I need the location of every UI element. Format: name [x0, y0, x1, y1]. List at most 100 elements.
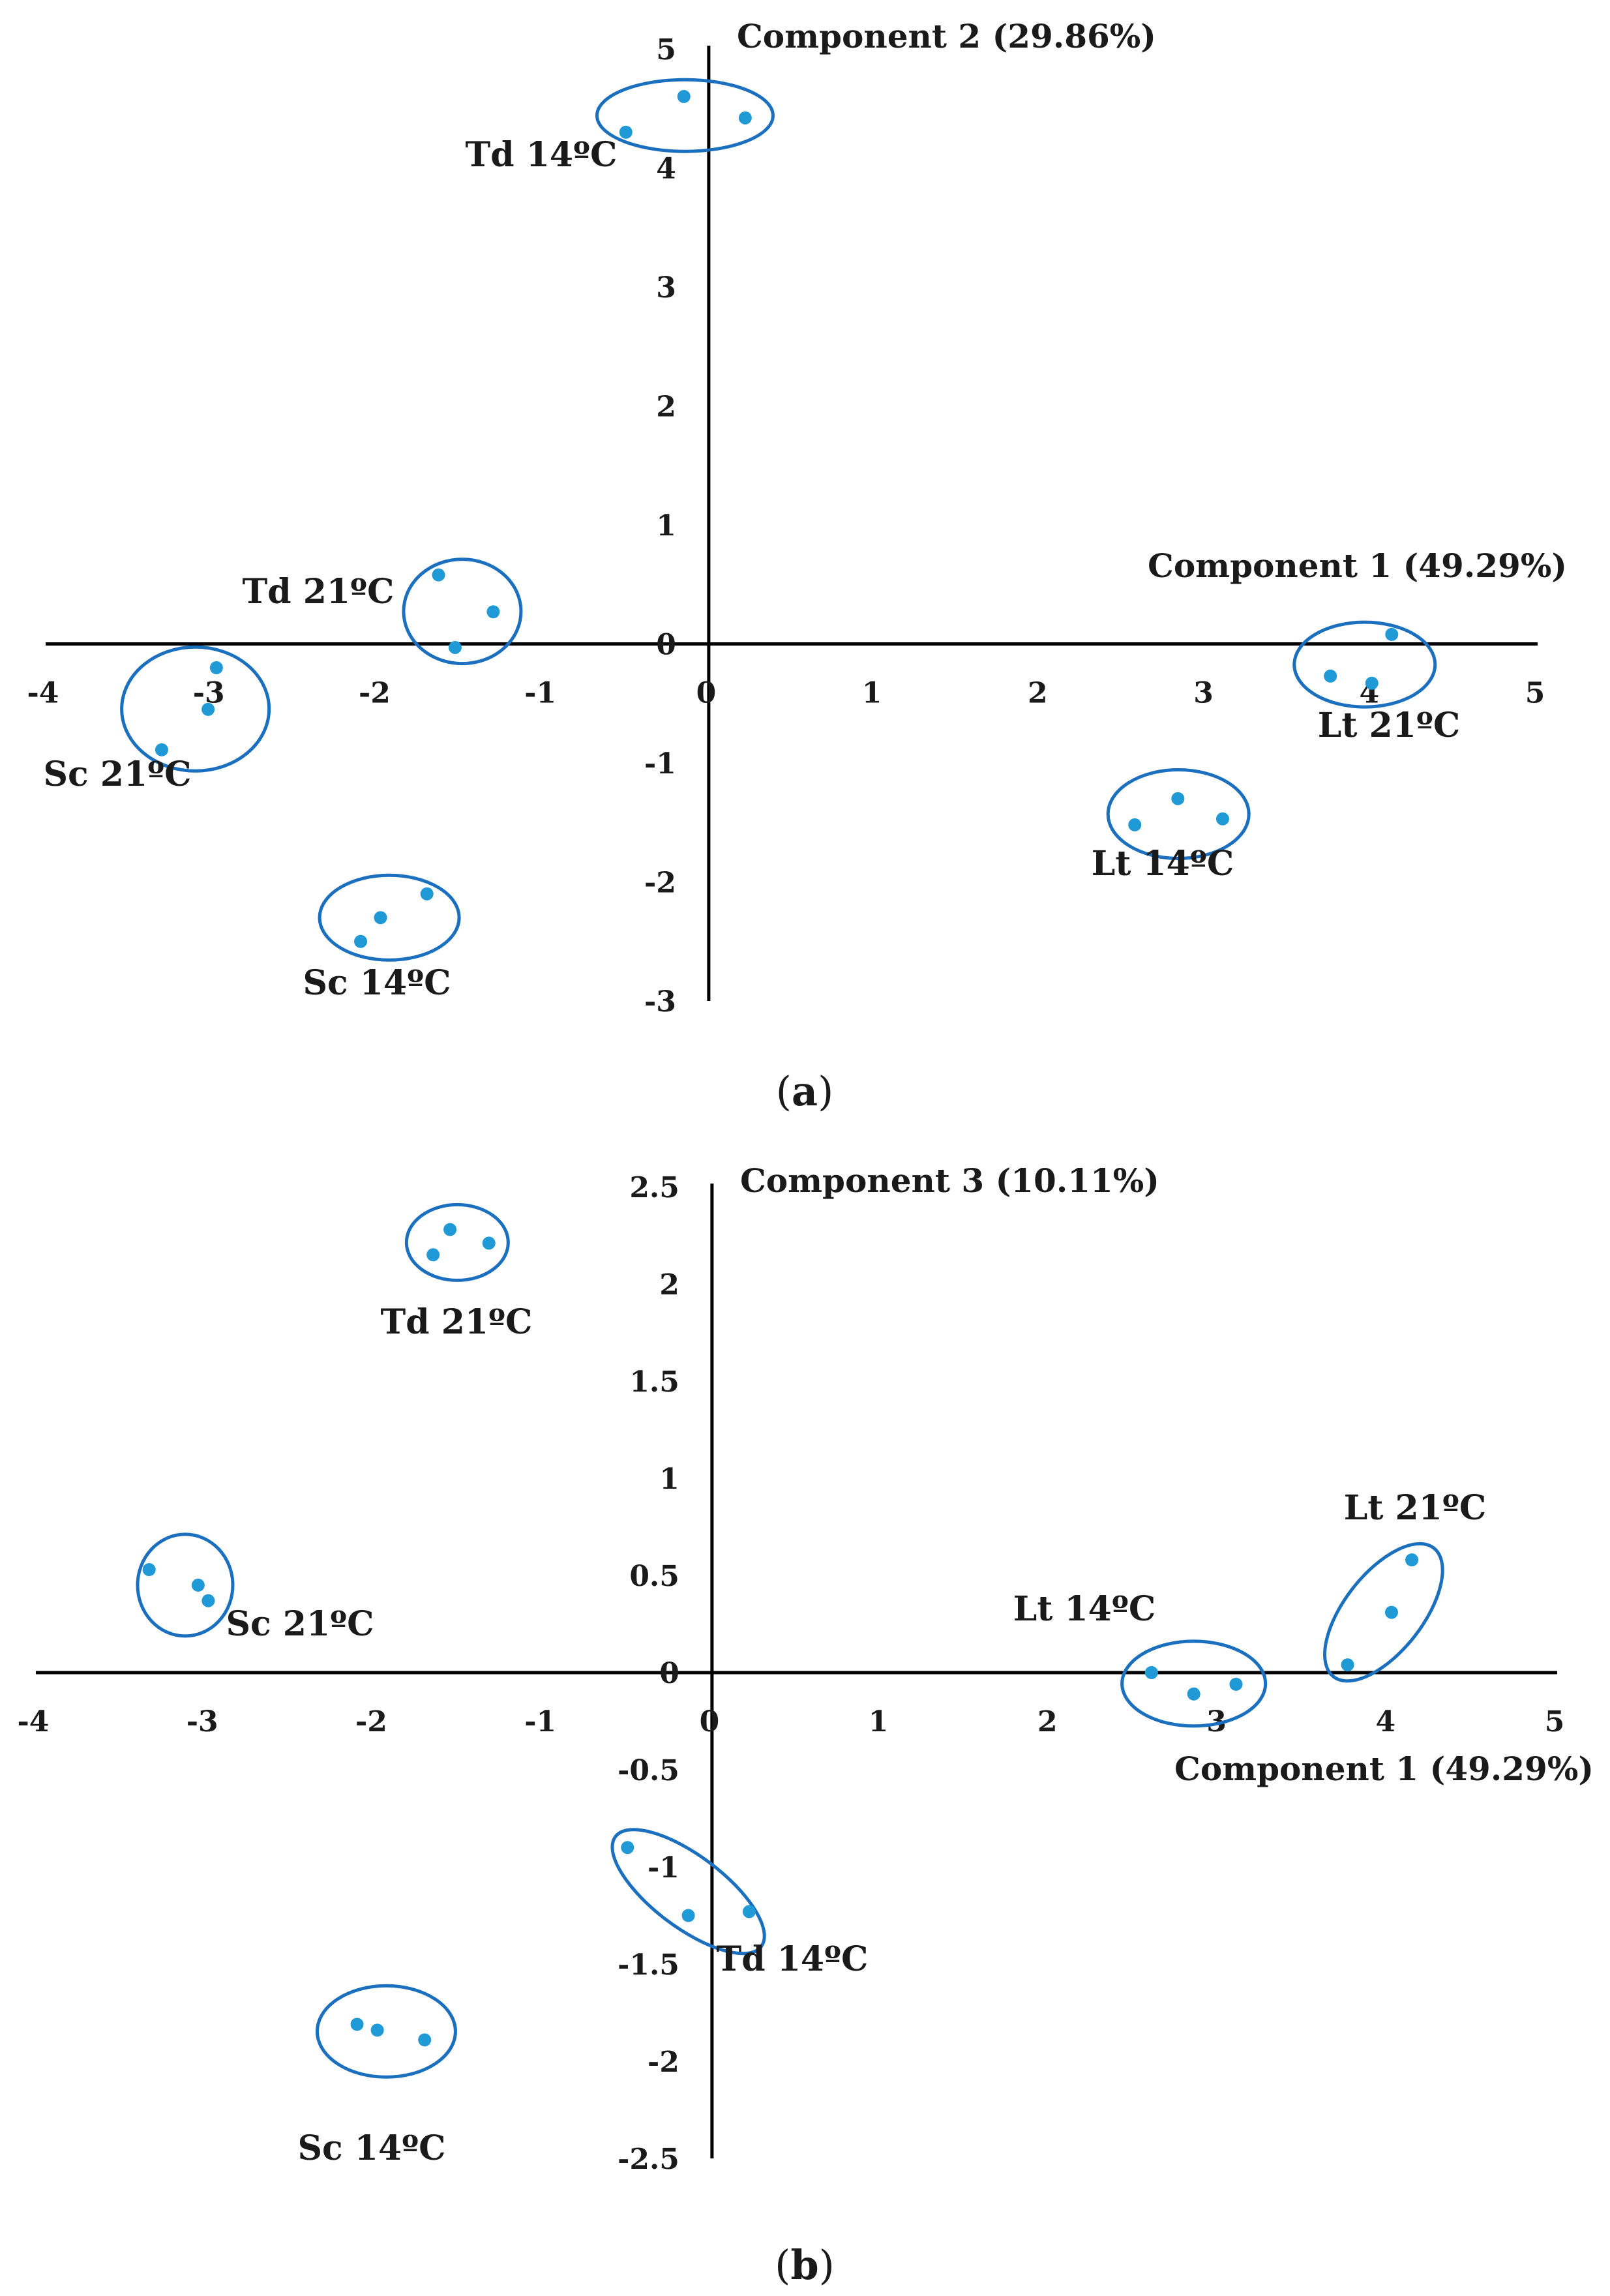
data-point [1384, 1605, 1398, 1619]
data-point [486, 605, 500, 619]
x-tick-label: 0 [696, 677, 717, 710]
data-point [418, 2033, 432, 2047]
data-point [1187, 1687, 1200, 1701]
group-ellipse [402, 558, 523, 666]
data-point [420, 887, 434, 901]
group-ellipse [1106, 768, 1251, 860]
y-tick-label: 0 [659, 1657, 679, 1690]
data-point [155, 743, 168, 756]
group-ellipse [136, 1532, 235, 1638]
x-tick-label: -1 [524, 677, 556, 710]
y-tick-label: 0.5 [629, 1560, 679, 1593]
data-point [142, 1563, 156, 1577]
group-label: Td 14ºC [717, 1939, 869, 1979]
data-point [1365, 676, 1379, 690]
group-label: Td 21ºC [243, 572, 395, 612]
data-point [619, 125, 633, 139]
panel-b-letter: b [790, 2241, 818, 2289]
group-label: Lt 21ºC [1344, 1488, 1486, 1528]
panel-a-letter: a [792, 1067, 818, 1115]
data-point [201, 1594, 215, 1607]
group-label: Sc 21ºC [43, 754, 191, 794]
panel-b-scatter: -4 -3 -2 -1 0 1 2 3 4 5-2.5-2-1.5-1-0.500.511.522… [18, 1161, 1594, 2176]
data-point [1405, 1553, 1419, 1567]
data-point [354, 934, 368, 948]
group-ellipse [120, 645, 271, 773]
y-tick-label: 2 [656, 391, 676, 424]
data-point [426, 1248, 440, 1262]
group-label: Lt 14ºC [1013, 1589, 1155, 1629]
y-tick-label: 2 [659, 1268, 679, 1302]
x-tick-label: 4 [1375, 1705, 1395, 1738]
data-point [1229, 1677, 1243, 1691]
data-point [742, 1905, 756, 1918]
data-point [443, 1223, 457, 1236]
group-td-14-c: Td 14ºC [610, 1828, 869, 1979]
group-label: Lt 21ºC [1318, 706, 1460, 745]
data-point [432, 568, 445, 582]
data-point [677, 90, 691, 103]
x-tick-label: -3 [186, 1705, 218, 1738]
y-tick-label: -1.5 [618, 1948, 679, 1982]
y-tick-label: -1 [648, 1851, 679, 1885]
x-tick-label: -2 [355, 1705, 387, 1738]
x-axis-title: Component 1 (49.29%) [1174, 1750, 1594, 1788]
group-ellipse [1323, 1542, 1444, 1683]
group-sc-21-c: Sc 21ºC [43, 645, 271, 794]
group-label: Td 21ºC [381, 1302, 533, 1342]
x-tick-label: 2 [1028, 677, 1048, 710]
y-tick-label: 5 [656, 33, 676, 67]
x-tick-label: 3 [1193, 677, 1214, 710]
group-sc-14-c: Sc 14ºC [303, 873, 461, 1003]
data-point [1144, 1666, 1158, 1679]
data-point [370, 2023, 384, 2037]
group-label: Sc 14ºC [303, 963, 451, 1003]
group-lt-21-c: Lt 21ºC [1323, 1488, 1486, 1683]
group-lt-21-c: Lt 21ºC [1292, 620, 1460, 745]
group-ellipse [1292, 620, 1437, 709]
data-point [1171, 792, 1185, 805]
y-tick-label: 1 [656, 509, 676, 543]
data-point [448, 640, 462, 654]
group-ellipse [1120, 1639, 1268, 1728]
data-point [374, 911, 387, 925]
group-ellipse [315, 1984, 457, 2079]
group-td-21-c: Td 21ºC [243, 558, 523, 666]
x-axis-title: Component 1 (49.29%) [1148, 546, 1567, 585]
group-label: Td 14ºC [466, 135, 618, 175]
y-tick-label: -2 [644, 867, 676, 900]
group-td-14-c: Td 14ºC [466, 78, 775, 175]
data-point [1128, 818, 1142, 831]
y-tick-label: 1 [659, 1463, 679, 1496]
y-tick-label: -2 [648, 2046, 679, 2079]
data-point [350, 2018, 364, 2031]
y-tick-label: 2.5 [629, 1171, 679, 1204]
y-tick-label: 3 [656, 271, 676, 305]
y-tick-label: 1.5 [629, 1365, 679, 1399]
x-tick-label: 1 [862, 677, 882, 710]
group-label: Lt 14ºC [1092, 844, 1234, 884]
panel-a-caption: (a) [776, 1067, 834, 1115]
data-point [621, 1841, 634, 1855]
y-tick-label: 4 [656, 153, 676, 186]
y-tick-label: -0.5 [618, 1754, 679, 1787]
data-point [738, 111, 752, 125]
group-ellipse [318, 873, 461, 962]
group-ellipse [610, 1828, 766, 1956]
y-axis-title: Component 3 (10.11%) [740, 1161, 1159, 1200]
data-point [1324, 669, 1337, 683]
group-lt-14-c: Lt 14ºC [1092, 768, 1251, 884]
y-axis-title: Component 2 (29.86%) [737, 17, 1156, 55]
data-point [1385, 627, 1399, 641]
group-ellipse [595, 78, 775, 153]
data-point [1341, 1658, 1354, 1672]
x-tick-label: -4 [18, 1705, 50, 1738]
x-tick-label: -2 [359, 677, 391, 710]
group-td-21-c: Td 21ºC [381, 1202, 533, 1342]
x-tick-label: 2 [1037, 1705, 1058, 1738]
group-label: Sc 14ºC [297, 2128, 445, 2168]
data-point [209, 661, 223, 674]
x-tick-label: 5 [1525, 677, 1545, 710]
